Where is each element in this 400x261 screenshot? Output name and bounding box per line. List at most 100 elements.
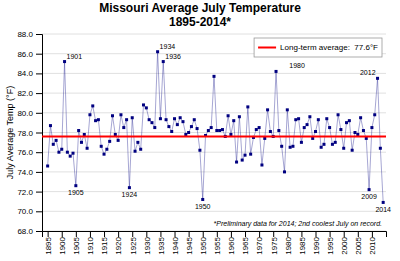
x-tick: 1965: [241, 231, 250, 255]
point: [173, 117, 176, 120]
y-tick-mark: [36, 152, 42, 153]
point: [314, 130, 317, 133]
point: [303, 126, 306, 129]
point: [368, 188, 371, 191]
point: [156, 50, 159, 53]
x-tick: 1985: [298, 231, 307, 255]
y-tick: 88.0: [17, 30, 42, 39]
x-tick-label: 1985: [298, 236, 307, 254]
y-tick: 84.0: [17, 69, 42, 78]
grid-line: [42, 171, 386, 172]
x-tick-mark: [273, 231, 274, 237]
x-tick-label: 1995: [326, 236, 335, 254]
y-tick-mark: [36, 231, 42, 232]
point: [57, 151, 60, 154]
x-tick-mark: [372, 231, 373, 237]
point: [69, 155, 72, 158]
x-tick-mark: [146, 231, 147, 237]
point: [317, 118, 320, 121]
annotation: 2009: [361, 193, 377, 200]
point: [320, 146, 323, 149]
point: [266, 108, 269, 111]
x-tick: 1980: [284, 231, 293, 255]
point: [235, 161, 238, 164]
point: [72, 152, 75, 155]
x-tick-label: 1905: [72, 236, 81, 254]
point: [86, 147, 89, 150]
point: [331, 143, 334, 146]
point: [187, 131, 190, 134]
point: [176, 123, 179, 126]
y-tick: 68.0: [17, 227, 42, 236]
x-tick: 1960: [227, 231, 236, 255]
annotation: 1950: [195, 203, 211, 210]
point: [210, 126, 213, 129]
chart: 1895190019051910191519201925193019351940…: [0, 0, 400, 261]
title-line: Missouri Average July Temperature: [99, 1, 301, 15]
point: [100, 145, 103, 148]
point: [55, 139, 58, 142]
point: [77, 129, 80, 132]
legend-label: Long-term average: 77.6°F: [280, 43, 378, 52]
point: [342, 147, 345, 150]
annotation: 2014: [375, 206, 391, 213]
y-axis-line: [36, 35, 43, 232]
point: [103, 153, 106, 156]
legend-box: [254, 38, 382, 57]
x-tick-label: 1925: [129, 236, 138, 254]
grid-line: [42, 34, 386, 35]
x-tick-label: 2010: [368, 236, 377, 254]
point: [308, 115, 311, 118]
point: [249, 153, 252, 156]
grid-line: [42, 211, 386, 212]
legend: Long-term average: 77.6°F: [254, 38, 382, 57]
x-tick: 1895: [44, 231, 53, 255]
x-tick-mark: [118, 231, 119, 237]
x-tick-mark: [104, 231, 105, 237]
x-axis: 1895190019051910191519201925193019351940…: [43, 231, 387, 255]
y-tick: 82.0: [17, 89, 42, 98]
y-tick-label: 82.0: [17, 89, 33, 98]
point: [218, 129, 221, 132]
x-tick-label: 1945: [185, 236, 194, 254]
x-tick-mark: [175, 231, 176, 237]
y-tick-mark: [36, 172, 42, 173]
point: [74, 184, 77, 187]
x-tick: 1935: [157, 231, 166, 255]
point: [244, 154, 247, 157]
point: [128, 186, 131, 189]
y-tick-mark: [36, 34, 42, 35]
point: [80, 141, 83, 144]
x-tick-mark: [62, 231, 63, 237]
point: [165, 118, 168, 121]
point: [275, 70, 278, 73]
point: [108, 140, 111, 143]
point: [258, 126, 261, 129]
point: [122, 126, 125, 129]
x-tick-mark: [76, 231, 77, 237]
grid-line: [42, 152, 386, 153]
point: [46, 164, 49, 167]
y-tick: 72.0: [17, 188, 42, 197]
x-tick-label: 1950: [199, 236, 208, 254]
grid: [42, 34, 386, 231]
point: [286, 108, 289, 111]
y-tick-label: 86.0: [17, 50, 33, 59]
point: [111, 114, 114, 117]
x-tick-mark: [330, 231, 331, 237]
legend-swatch: [258, 47, 276, 49]
x-tick: 1930: [143, 231, 152, 255]
point: [269, 130, 272, 133]
x-tick-label: 1910: [86, 236, 95, 254]
annotation: 1905: [68, 189, 84, 196]
point: [255, 128, 258, 131]
point: [359, 116, 362, 119]
point: [246, 105, 249, 108]
y-tick-mark: [36, 211, 42, 212]
point: [52, 143, 55, 146]
x-tick-label: 1900: [58, 236, 67, 254]
point: [207, 129, 210, 132]
x-tick-mark: [217, 231, 218, 237]
y-tick-label: 76.0: [17, 148, 33, 157]
footnote: *Preliminary data for 2014; 2nd coolest …: [214, 220, 383, 228]
